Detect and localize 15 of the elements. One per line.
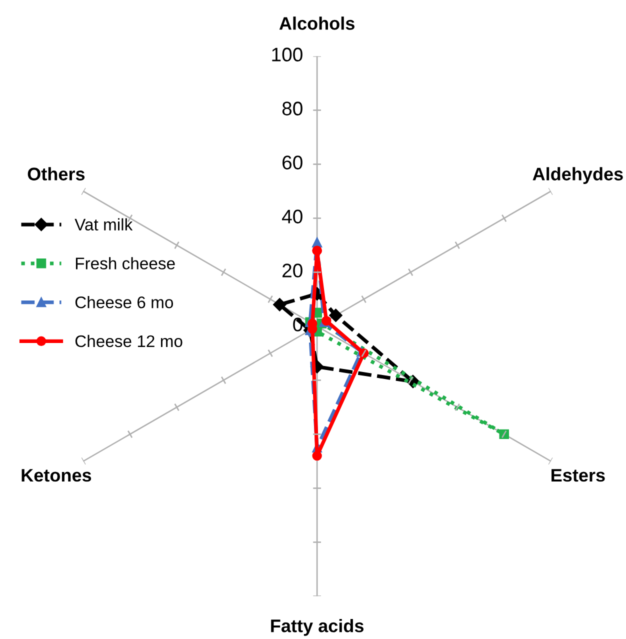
legend-label: Cheese 6 mo	[75, 296, 174, 308]
legend-label: Fresh cheese	[76, 257, 175, 270]
spoke-label: Ketones	[22, 469, 92, 482]
y-tick-label: 100	[272, 48, 302, 62]
spoke-label: Esters	[552, 469, 605, 482]
spoke-label: Others	[28, 167, 85, 180]
y-tick-label: 60	[282, 156, 302, 170]
legend-label: Cheese 12 mo	[75, 334, 182, 348]
y-tick-label: 40	[282, 210, 302, 224]
legend-label: Vat milk	[74, 218, 133, 231]
spoke-label: Aldehydes	[532, 167, 623, 184]
spoke-label: Alcohols	[279, 16, 354, 30]
y-tick-label: 80	[282, 102, 302, 116]
y-tick-label: 20	[282, 264, 302, 278]
spoke-label: Fatty acids	[271, 619, 364, 636]
